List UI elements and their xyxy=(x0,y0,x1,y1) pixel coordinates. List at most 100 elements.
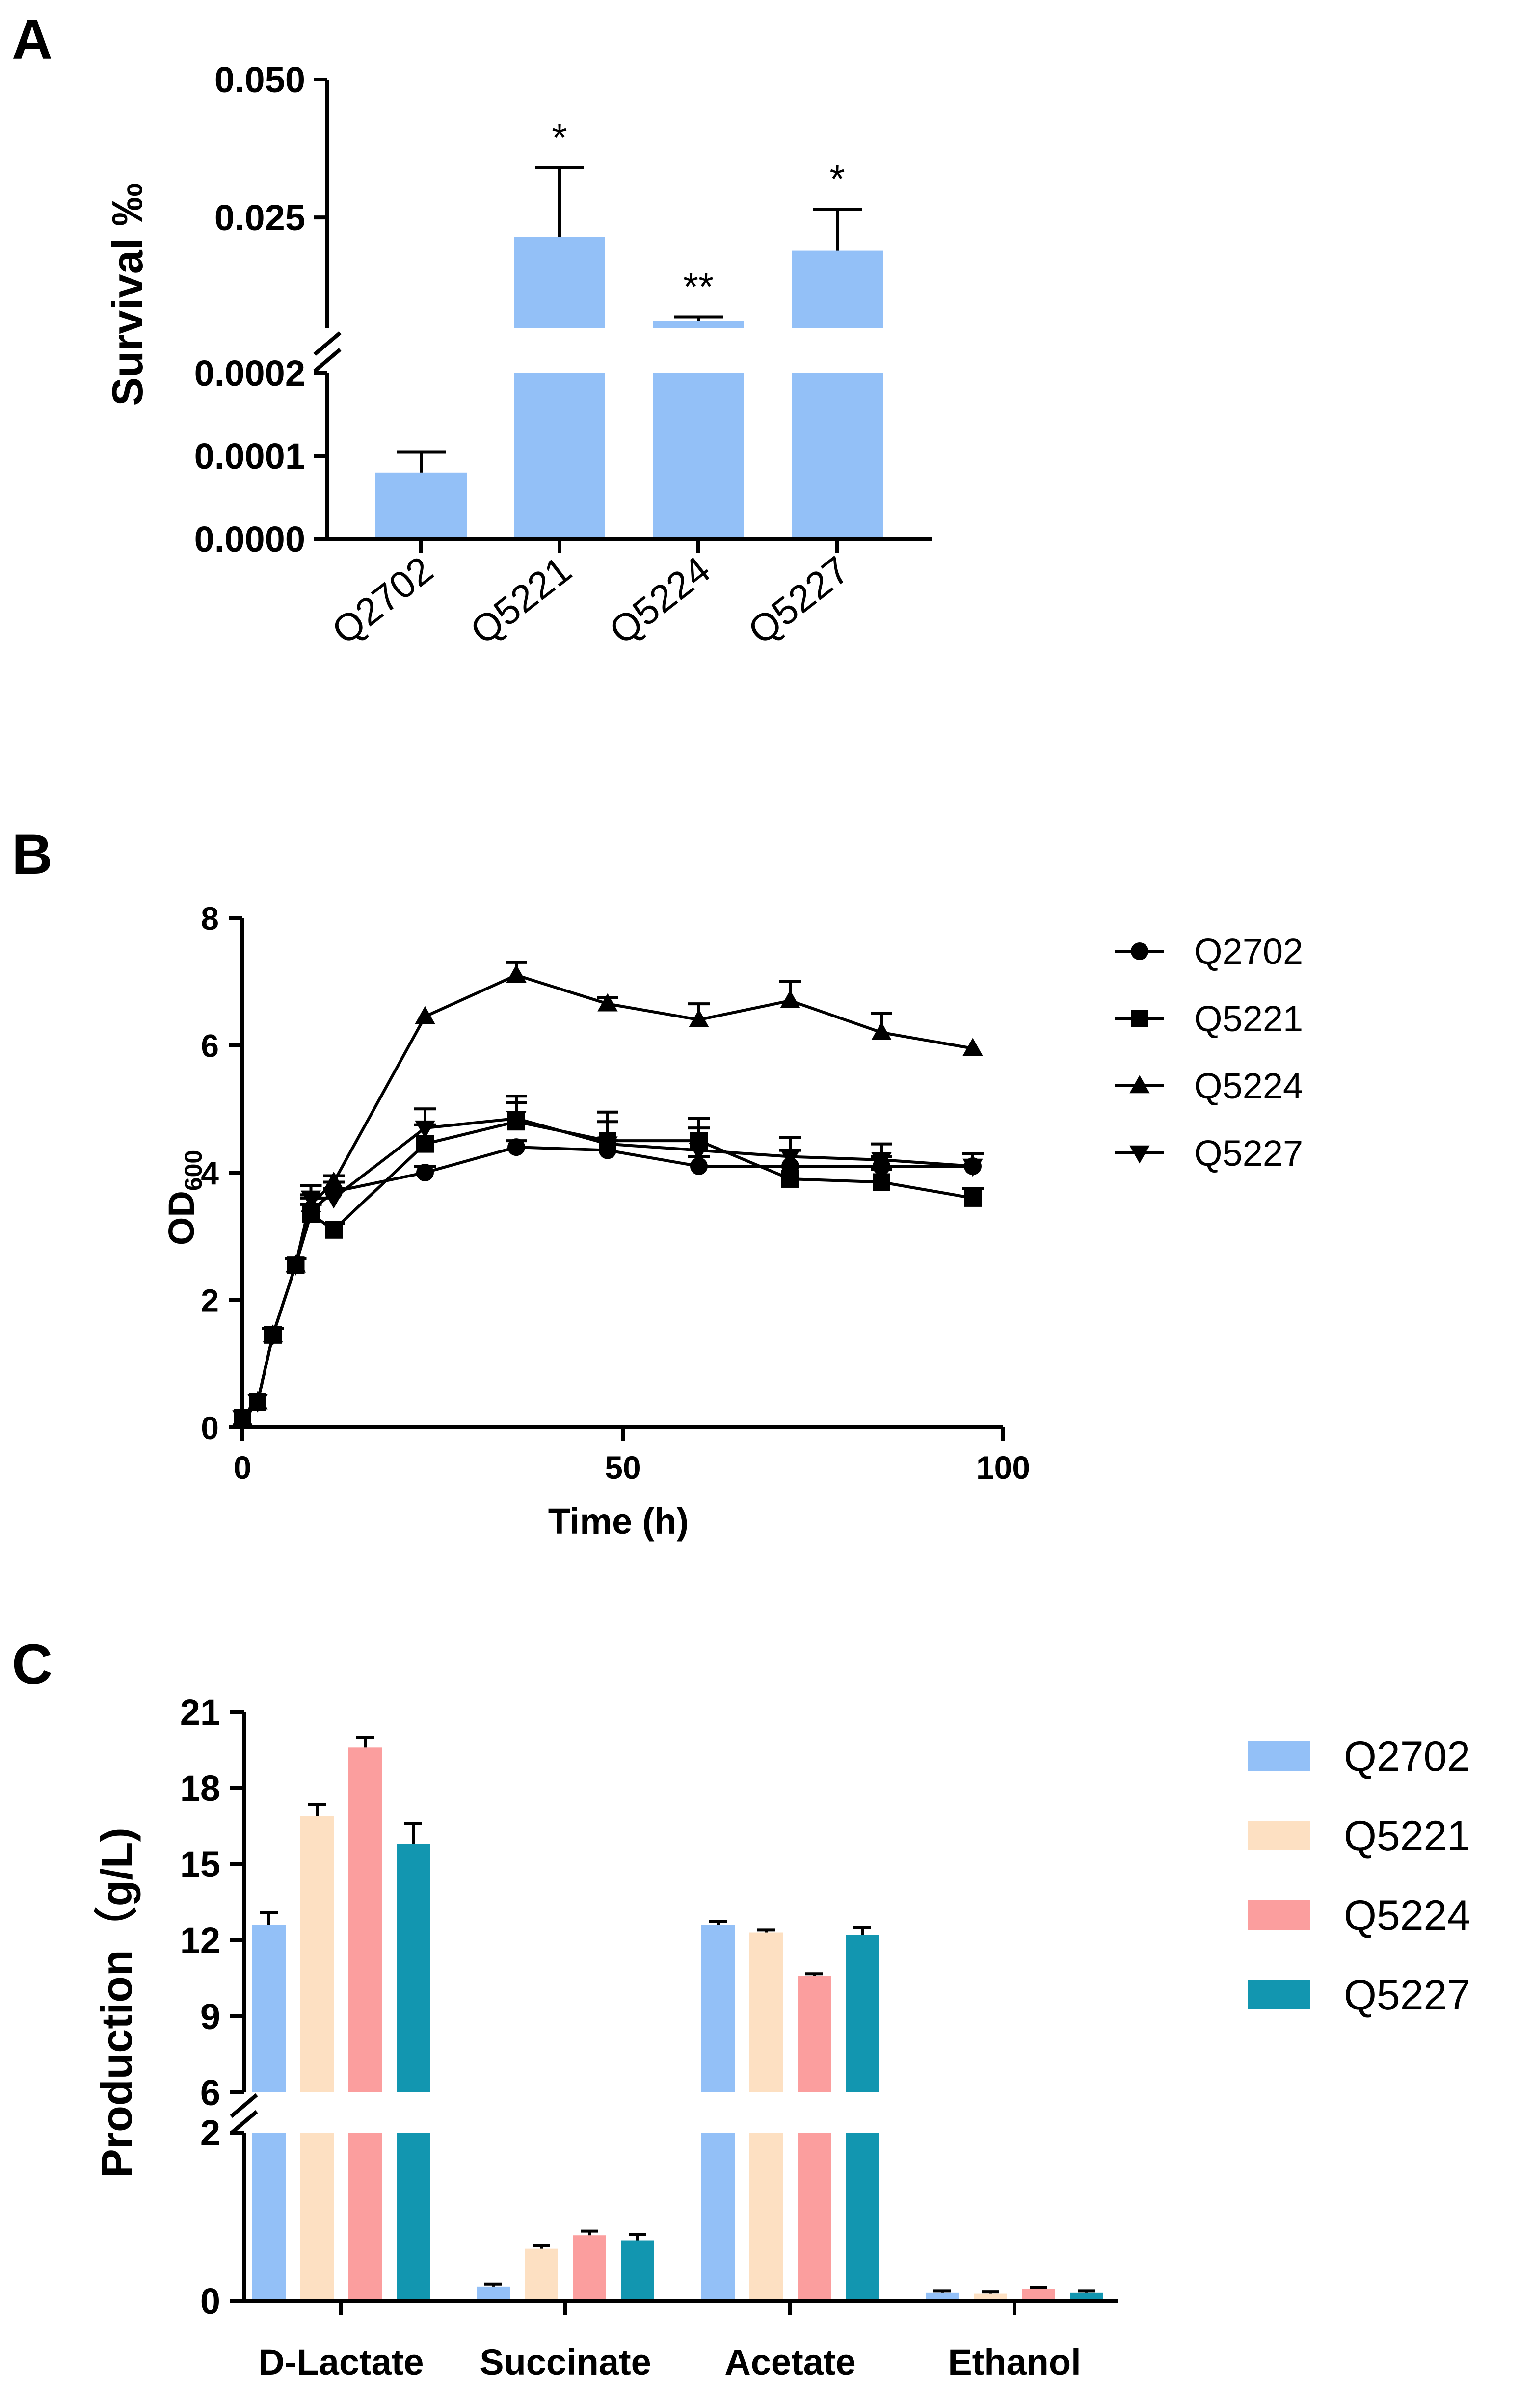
bar-lower-Acetate-Q5221 xyxy=(749,2133,783,2301)
bar-upper-Acetate-Q5224 xyxy=(798,1976,831,2092)
x-tick-label-Q5227: Q5227 xyxy=(740,548,857,653)
series-Q5224 xyxy=(232,961,983,1425)
legend-label-Q2702: Q2702 xyxy=(1194,931,1303,972)
x-tick-label-Acetate: Acetate xyxy=(724,2342,855,2382)
legend-marker-Q5221 xyxy=(1131,1010,1148,1027)
point-Q5227-6 xyxy=(415,1120,435,1139)
bar-upper-D-Lactate-Q5227 xyxy=(397,1844,430,2092)
panel-b-legend: Q2702 Q5221 Q5224 Q5227 xyxy=(1115,931,1303,1174)
y-tick-label-upper-1: 0.050 xyxy=(214,59,305,100)
y-tick-label-upper-4: 18 xyxy=(180,1768,220,1809)
legend-marker-Q5224 xyxy=(1129,1075,1150,1094)
panel-a: A Q2702 * Q5221 ** Q5224 * Q5227 0.0000 0.0001 0.… xyxy=(12,8,932,653)
point-Q5221-11 xyxy=(873,1173,890,1191)
point-Q5224-11 xyxy=(871,1021,892,1040)
legend-label-Q5224: Q5224 xyxy=(1344,1892,1470,1939)
point-Q5227-5 xyxy=(323,1190,344,1209)
legend-label-Q5224: Q5224 xyxy=(1194,1066,1303,1106)
bar-upper-Q5224 xyxy=(653,321,744,328)
bar-Succinate-Q5221 xyxy=(525,2248,558,2301)
significance-Q5221: * xyxy=(552,116,567,160)
point-Q5227-1 xyxy=(247,1394,268,1413)
point-Q5224-12 xyxy=(962,1038,983,1056)
legend-label-Q5227: Q5227 xyxy=(1344,1972,1470,2019)
x-tick-label-100: 100 xyxy=(976,1449,1030,1486)
bar-lower-D-Lactate-Q2702 xyxy=(252,2133,286,2301)
panel-a-text: Q2702 * Q5221 ** Q5224 * Q5227 0.0000 0.0001 0.00… xyxy=(194,59,857,653)
point-Q2702-9 xyxy=(690,1157,708,1176)
bar-lower-Q5227 xyxy=(792,373,883,539)
series-Q5227 xyxy=(232,1095,984,1429)
x-tick-label-Q5224: Q5224 xyxy=(601,548,719,653)
point-Q5221-5 xyxy=(325,1221,343,1239)
bar-upper-Acetate-Q5227 xyxy=(846,1935,879,2092)
bar-Ethanol-Q5224 xyxy=(1022,2289,1055,2301)
panel-a-letter: A xyxy=(12,8,53,71)
y-tick-label-upper-5: 21 xyxy=(180,1692,220,1733)
bar-Succinate-Q5224 xyxy=(573,2235,606,2301)
legend-marker-Q2702 xyxy=(1131,942,1148,960)
point-Q5227-3 xyxy=(285,1257,306,1276)
axis-break-a xyxy=(313,331,342,356)
point-Q5227-9 xyxy=(689,1143,709,1161)
panel-b-letter: B xyxy=(12,823,53,886)
panel-c-axes xyxy=(230,1710,1118,2315)
bar-Succinate-Q5227 xyxy=(621,2240,654,2301)
point-Q5227-0 xyxy=(232,1410,253,1429)
bar-lower-Acetate-Q5227 xyxy=(846,2133,879,2301)
x-tick-label-Ethanol: Ethanol xyxy=(948,2342,1081,2382)
significance-Q5224: ** xyxy=(683,265,714,309)
significance-Q5227: * xyxy=(829,157,845,201)
bar-lower-Q5224 xyxy=(653,373,744,539)
y-tick-label-2: 2 xyxy=(201,1283,219,1319)
panel-c-legend: Q2702 Q5221 Q5224 Q5227 xyxy=(1248,1733,1470,2019)
y-tick-label-4: 4 xyxy=(201,1155,219,1191)
y-tick-label-8: 8 xyxy=(201,900,219,936)
point-Q2702-6 xyxy=(416,1164,434,1181)
bar-upper-D-Lactate-Q5221 xyxy=(300,1816,334,2092)
line-Q5227 xyxy=(241,1117,973,1419)
panel-c-ylabel: Production（g/L) xyxy=(92,1827,141,2178)
point-Q5224-6 xyxy=(415,1006,435,1024)
y-tick-label-lower-0: 0 xyxy=(200,2281,220,2322)
panel-c: C D-Lactate Succinate Acetate Ethanol 0 26 9 12… xyxy=(12,1633,1470,2382)
axis-break-b xyxy=(313,348,342,373)
point-Q5224-8 xyxy=(597,993,618,1012)
bar-upper-Acetate-Q5221 xyxy=(749,1932,783,2092)
panel-b-series xyxy=(232,961,984,1429)
panel-b-ylabel-sub: 600 xyxy=(180,1150,207,1191)
panel-b: B 0 2 4 6 8 0 50 100 Q2702 Q5221 Q5224 Q5227 Time … xyxy=(12,823,1303,1542)
axis-break-a xyxy=(230,2093,258,2118)
bar-Ethanol-Q2702 xyxy=(926,2292,959,2301)
line-Q2702 xyxy=(241,1146,973,1419)
y-tick-label-6: 6 xyxy=(201,1028,219,1064)
y-tick-label-0: 0 xyxy=(201,1410,219,1446)
x-tick-label-D-Lactate: D-Lactate xyxy=(258,2342,424,2382)
point-Q5224-7 xyxy=(506,964,527,983)
y-tick-label-upper-0: 0.025 xyxy=(214,197,305,238)
point-Q5224-5 xyxy=(323,1171,344,1190)
legend-label-Q5227: Q5227 xyxy=(1194,1133,1303,1174)
point-Q5227-2 xyxy=(263,1327,283,1346)
bar-lower-Acetate-Q5224 xyxy=(798,2133,831,2301)
y-tick-label-lower-1: 0.0001 xyxy=(194,436,305,477)
bar-Succinate-Q2702 xyxy=(477,2286,510,2301)
bar-upper-Acetate-Q2702 xyxy=(701,1925,735,2092)
bar-upper-Q5227 xyxy=(792,250,883,328)
legend-swatch-Q5224 xyxy=(1248,1900,1310,1930)
legend-swatch-Q5221 xyxy=(1248,1821,1310,1850)
x-tick-label-Q2702: Q2702 xyxy=(324,548,441,653)
panel-b-axes: 0 2 4 6 8 0 50 100 xyxy=(201,900,1030,1486)
legend-marker-Q5227 xyxy=(1129,1145,1150,1164)
point-Q5227-4 xyxy=(300,1190,321,1209)
bar-upper-D-Lactate-Q2702 xyxy=(252,1925,286,2092)
y-tick-label-upper-2: 12 xyxy=(180,1920,220,1961)
point-Q5221-10 xyxy=(781,1170,799,1188)
bar-lower-Acetate-Q2702 xyxy=(701,2133,735,2301)
panel-b-xlabel: Time (h) xyxy=(548,1501,689,1542)
legend-swatch-Q5227 xyxy=(1248,1980,1310,2009)
y-tick-label-lower-0: 0.0000 xyxy=(194,519,305,560)
x-tick-label-Succinate: Succinate xyxy=(480,2342,651,2382)
bar-upper-D-Lactate-Q5224 xyxy=(348,1747,382,2092)
bar-upper-Q5221 xyxy=(514,237,605,328)
